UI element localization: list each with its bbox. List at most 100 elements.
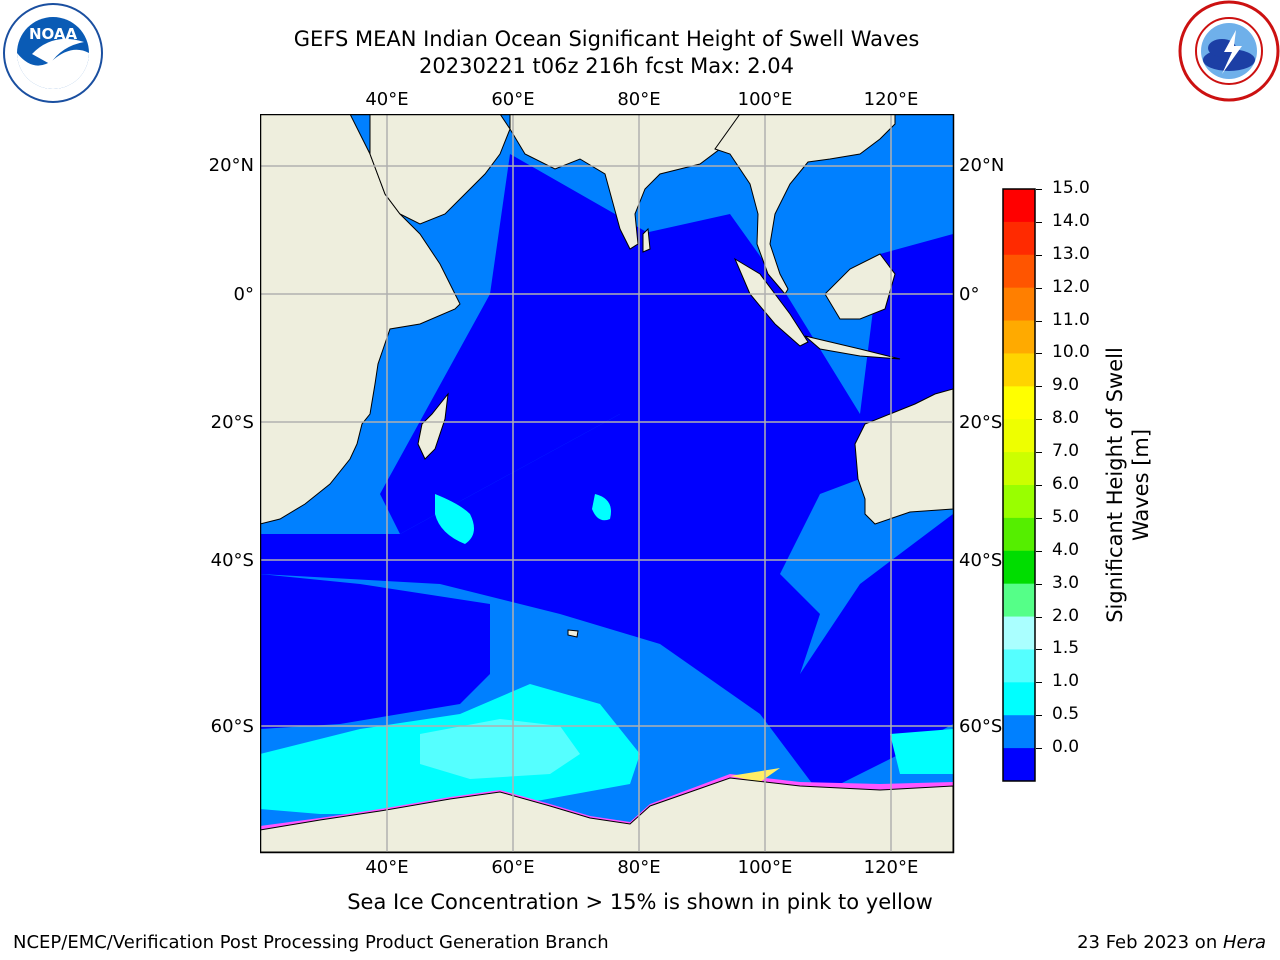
southwest-low-swell [260, 574, 490, 729]
lat-tick-right-20s: 20°S [959, 412, 1003, 433]
arabian-sea-low-swell [380, 154, 720, 534]
lon-tick-bottom-100e: 100°E [737, 857, 793, 878]
colorbar-tick-mark [1036, 616, 1042, 618]
footer-date-text: 23 Feb 2023 on [1077, 932, 1223, 953]
lat-tick-left-60s: 60°S [210, 716, 254, 737]
borneo [824, 253, 896, 320]
lat-tick-right-0: 0° [959, 284, 980, 305]
colorbar-swatch [1003, 485, 1035, 519]
colorbar-swatch [1003, 189, 1035, 223]
footer-machine: Hera [1222, 932, 1266, 953]
footer-date: 23 Feb 2023 on Hera [1077, 932, 1266, 953]
kerguelen-island [567, 629, 579, 638]
lon-tick-bottom-80e: 80°E [617, 857, 661, 878]
nws-logo [1178, 0, 1280, 106]
lon-tick-bottom-120e: 120°E [863, 857, 919, 878]
colorbar-swatch [1003, 254, 1035, 289]
lat-tick-left-20s: 20°S [210, 412, 254, 433]
colorbar-label-line2: Waves [m] [1129, 428, 1153, 542]
lat-tick-left-40s: 40°S [210, 550, 254, 571]
antarctica [260, 777, 953, 852]
southeast-asia [714, 114, 896, 295]
lat-tick-left-20n: 20°N [208, 155, 254, 176]
lon-tick-top-60e: 60°E [491, 89, 535, 110]
madagascar [417, 392, 449, 460]
colorbar-tick-label: 14.0 [1052, 210, 1090, 231]
colorbar-tick-mark [1036, 517, 1042, 519]
noaa-logo-text: NOAA [29, 25, 78, 43]
colorbar-swatch [1003, 320, 1035, 354]
graticule [260, 114, 953, 852]
colorbar-tick-mark [1036, 386, 1042, 388]
colorbar-tick-mark [1036, 583, 1042, 585]
map-subtitle: 20230221 t06z 216h fcst Max: 2.04 [419, 54, 794, 78]
lon-tick-top-80e: 80°E [617, 89, 661, 110]
colorbar-tick-label: 15.0 [1052, 178, 1090, 198]
colorbar-swatch [1003, 748, 1035, 782]
colorbar-swatch [1003, 386, 1035, 420]
southeast-swell-patch [890, 729, 953, 774]
colorbar-tick-label: 12.0 [1052, 276, 1090, 297]
colorbar-swatch [1003, 649, 1035, 683]
lon-tick-top-120e: 120°E [863, 89, 919, 110]
lon-tick-bottom-40e: 40°E [365, 857, 409, 878]
colorbar [1002, 188, 1036, 786]
colorbar-tick-mark [1036, 452, 1042, 454]
colorbar-swatch [1003, 221, 1035, 256]
lat-tick-right-20n: 20°N [959, 155, 1005, 176]
colorbar-tick-mark [1036, 649, 1042, 651]
colorbar-swatch [1003, 452, 1035, 486]
colorbar-tick-mark [1036, 287, 1042, 289]
colorbar-tick-mark [1036, 419, 1042, 421]
colorbar-tick-mark [1036, 682, 1042, 684]
colorbar-tick-mark [1036, 221, 1042, 223]
colorbar-swatch [1003, 616, 1035, 650]
map-frame [259, 113, 955, 854]
colorbar-tick-label: 11.0 [1052, 309, 1090, 330]
sea-ice-note: Sea Ice Concentration > 15% is shown in … [347, 890, 933, 914]
colorbar-tick-label: 7.0 [1052, 441, 1080, 462]
lat-tick-right-40s: 40°S [959, 550, 1003, 571]
colorbar-tick-mark [1036, 715, 1042, 717]
lon-tick-top-40e: 40°E [365, 89, 409, 110]
colorbar-tick-label: 6.0 [1052, 474, 1080, 494]
noaa-logo: NOAA [2, 2, 104, 108]
lat-tick-right-60s: 60°S [959, 716, 1003, 737]
map-panel [259, 113, 955, 858]
colorbar-swatches [1002, 188, 1036, 782]
colorbar-label: Significant Height of Swell Waves [m] [1102, 347, 1154, 623]
colorbar-frame [1002, 188, 1036, 782]
colorbar-tick-mark [1036, 550, 1042, 552]
colorbar-swatch [1003, 715, 1035, 749]
colorbar-tick-mark [1036, 320, 1042, 322]
colorbar-tick-label: 0.0 [1052, 737, 1080, 758]
colorbar-tick-mark [1036, 485, 1042, 486]
indian-ocean-map [259, 113, 955, 854]
colorbar-tick-label: 5.0 [1052, 506, 1080, 527]
midocean-swell-patch [435, 494, 474, 544]
colorbar-swatch [1003, 550, 1035, 585]
lon-tick-bottom-60e: 60°E [491, 857, 535, 878]
colorbar-tick-label: 9.0 [1052, 375, 1080, 396]
colorbar-label-line1: Significant Height of Swell [1103, 347, 1127, 623]
lon-tick-top-100e: 100°E [737, 89, 793, 110]
map-title: GEFS MEAN Indian Ocean Significant Heigh… [293, 27, 920, 51]
colorbar-tick-label: 0.5 [1052, 704, 1080, 725]
sri-lanka [642, 227, 651, 253]
colorbar-tick-label: 8.0 [1052, 408, 1080, 429]
colorbar-tick-label: 2.0 [1052, 605, 1080, 626]
colorbar-tick-mark [1036, 189, 1042, 190]
colorbar-tick-label: 10.0 [1052, 342, 1090, 363]
colorbar-tick-label: 13.0 [1052, 243, 1090, 264]
colorbar-swatch [1003, 517, 1035, 552]
colorbar-tick-mark [1036, 748, 1042, 750]
midocean-swell-patch-2 [592, 494, 611, 521]
southern-ocean-peak-swell [420, 719, 580, 779]
colorbar-tick-label: 1.5 [1052, 638, 1080, 659]
colorbar-swatch [1003, 682, 1035, 716]
sea-ice-yellow [730, 768, 780, 782]
colorbar-swatch [1003, 353, 1035, 387]
colorbar-swatch [1003, 287, 1035, 322]
colorbar-tick-mark [1036, 353, 1042, 355]
colorbar-swatch [1003, 583, 1035, 618]
